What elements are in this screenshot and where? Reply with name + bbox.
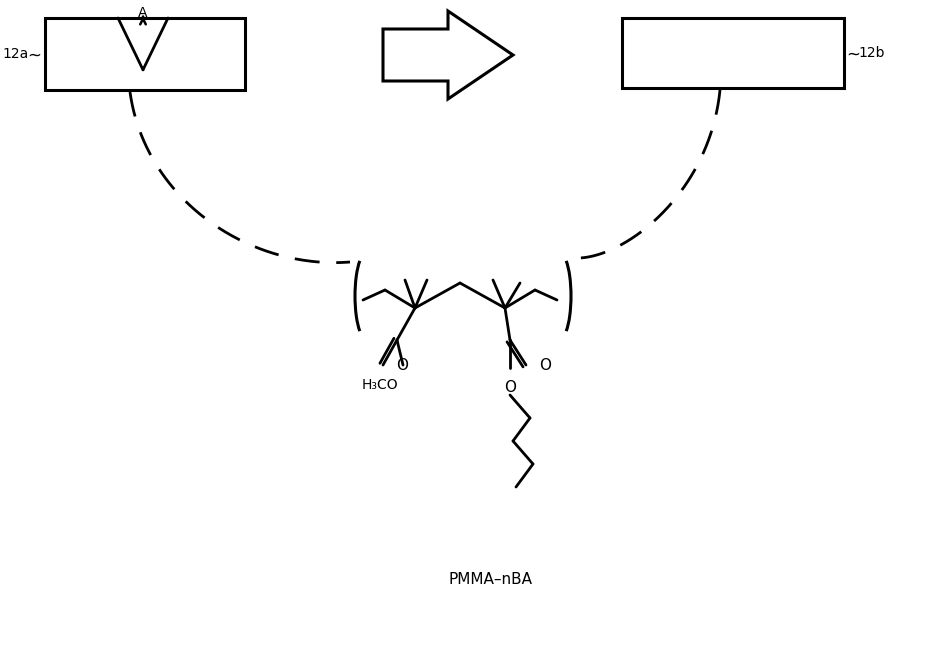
Text: O: O [539,359,551,374]
Text: O: O [396,359,408,374]
Text: 12b: 12b [858,46,885,60]
Text: O: O [504,380,516,395]
Text: A: A [138,6,148,20]
Polygon shape [383,11,513,99]
Text: H₃CO: H₃CO [361,378,398,392]
Bar [622,18,844,88]
Text: 12a: 12a [3,47,29,61]
Text: PMMA–nBA: PMMA–nBA [448,572,532,587]
Bar [45,18,245,90]
Text: ~: ~ [27,47,41,65]
Text: ~: ~ [846,46,860,64]
